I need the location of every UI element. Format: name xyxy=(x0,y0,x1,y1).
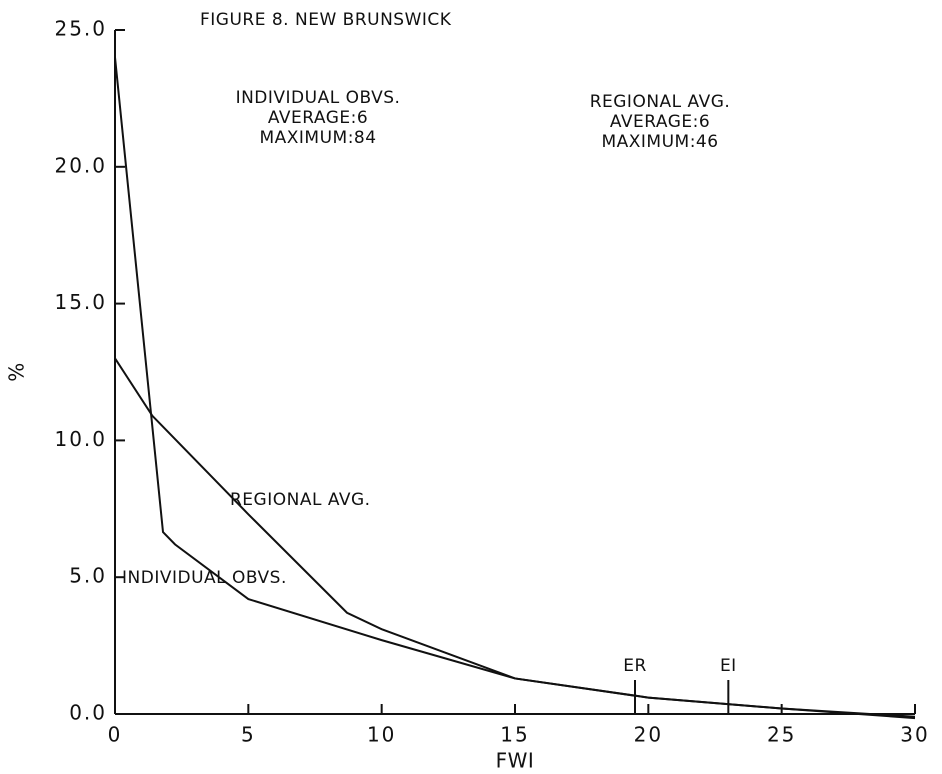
marker-label: EI xyxy=(720,656,737,676)
stats-maximum: MAXIMUM:46 xyxy=(601,132,718,152)
y-tick-label: 20.0 xyxy=(54,153,107,177)
stats-name: REGIONAL AVG. xyxy=(590,92,731,112)
stats-average: AVERAGE:6 xyxy=(268,108,368,128)
y-tick-label: 0.0 xyxy=(69,701,107,725)
x-tick-label: 10 xyxy=(367,723,396,747)
x-tick-label: 25 xyxy=(767,723,796,747)
stats-name: INDIVIDUAL OBVS. xyxy=(236,88,401,108)
stats-average: AVERAGE:6 xyxy=(610,112,710,132)
x-tick-label: 5 xyxy=(241,723,256,747)
x-tick-label: 20 xyxy=(634,723,663,747)
series-label: INDIVIDUAL OBVS. xyxy=(122,568,287,588)
y-tick-label: 10.0 xyxy=(54,427,107,451)
x-tick-label: 15 xyxy=(500,723,529,747)
series-line xyxy=(114,57,916,720)
chart-title: FIGURE 8. NEW BRUNSWICK xyxy=(200,10,452,30)
y-tick-label: 5.0 xyxy=(69,564,107,588)
y-tick-label: 25.0 xyxy=(54,17,107,41)
stats-maximum: MAXIMUM:84 xyxy=(259,128,376,148)
x-axis-label: FWI xyxy=(496,749,535,773)
series-label: REGIONAL AVG. xyxy=(230,490,371,510)
marker-label: ER xyxy=(623,656,647,676)
y-tick-label: 15.0 xyxy=(54,290,107,314)
x-tick-label: 30 xyxy=(900,723,929,747)
y-axis-label: % xyxy=(5,362,29,382)
series-line xyxy=(114,357,916,718)
x-tick-label: 0 xyxy=(108,723,123,747)
